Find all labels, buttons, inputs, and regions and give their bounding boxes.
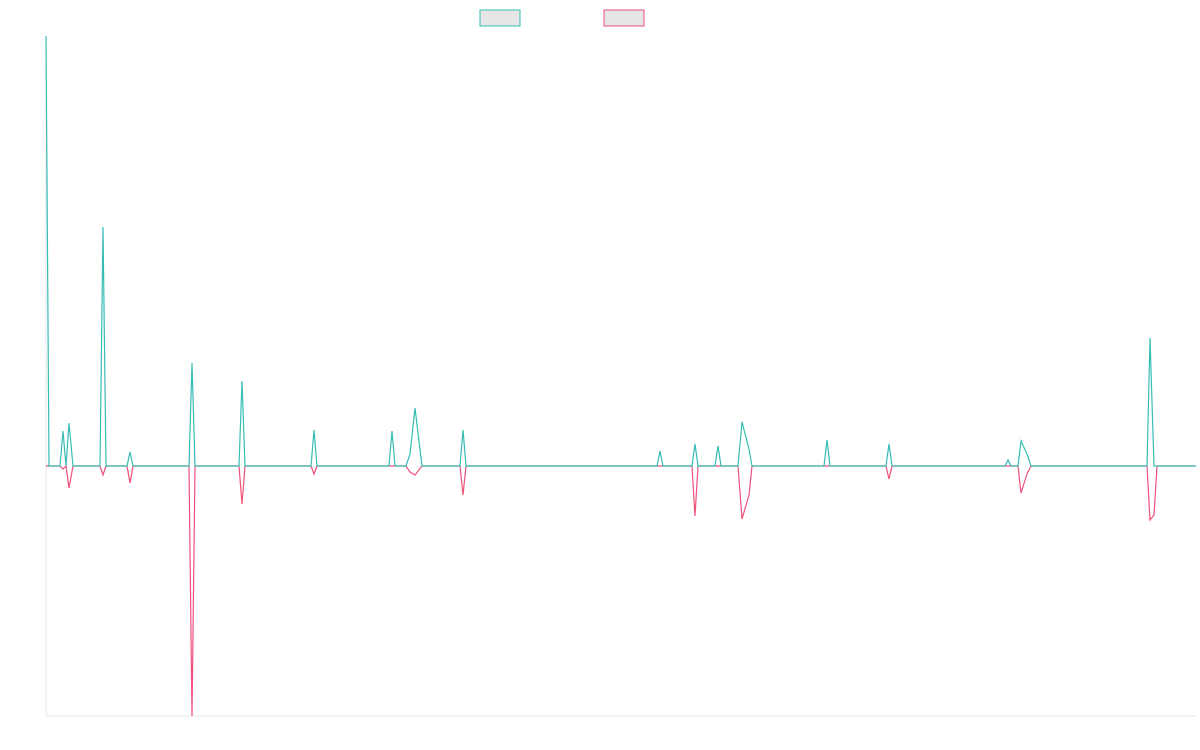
series-line <box>45 35 1196 467</box>
legend-swatch <box>479 9 521 27</box>
legend-swatch <box>603 9 645 27</box>
series-line <box>46 464 1196 717</box>
